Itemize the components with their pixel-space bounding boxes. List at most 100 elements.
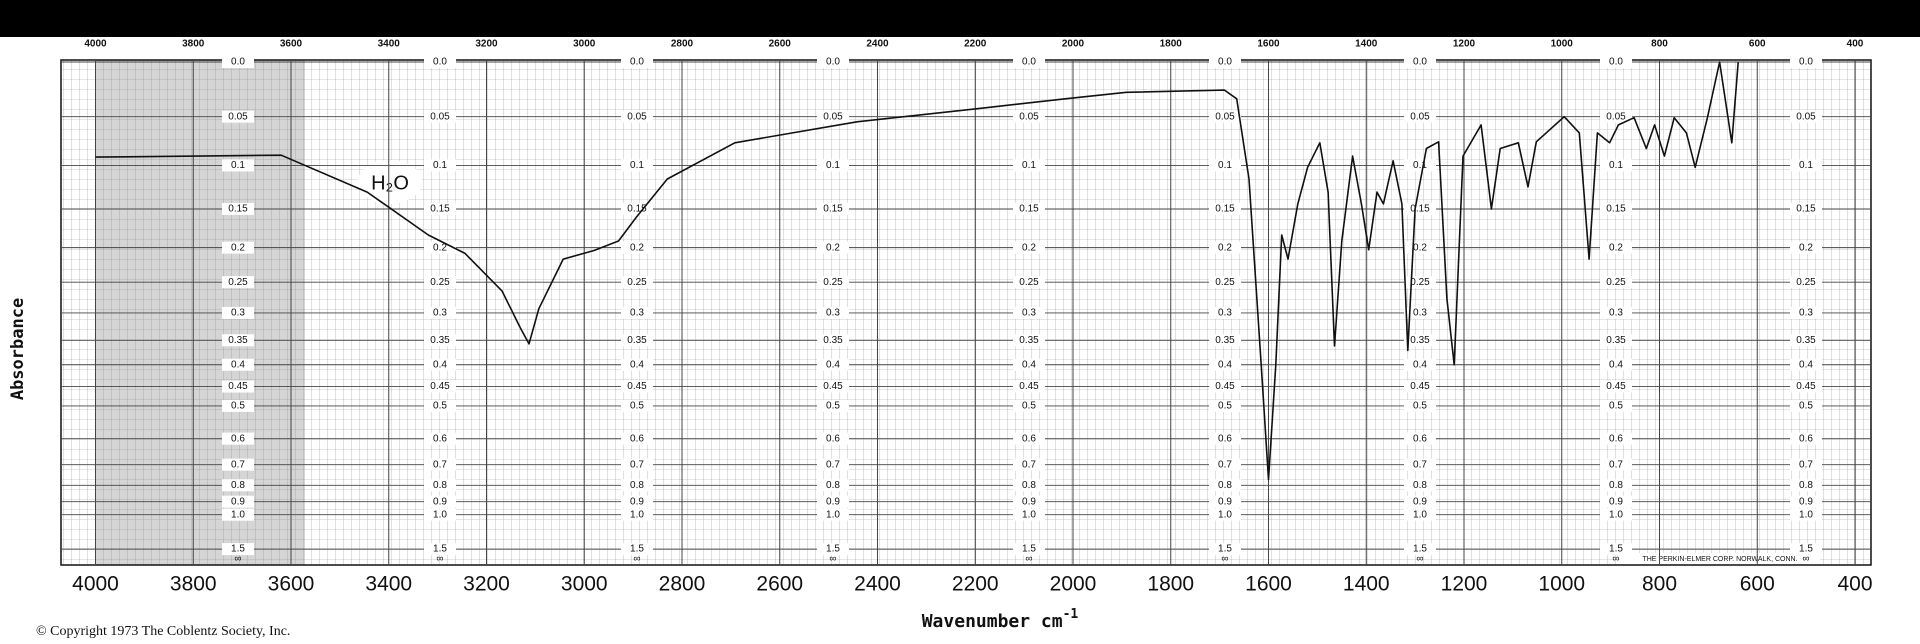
y-tick-label: 0.3 (433, 308, 447, 319)
y-label-bg (1209, 110, 1241, 123)
y-tick-label: 0.25 (430, 277, 450, 288)
x-tick-label: 400 (1837, 573, 1872, 596)
y-label-bg (817, 479, 849, 492)
y-tick-label: 0.45 (228, 381, 248, 392)
y-tick-label: 0.8 (1022, 480, 1036, 491)
y-label-bg (1790, 334, 1822, 347)
y-tick-label: 1.5 (1218, 544, 1232, 555)
y-tick-label: 0.05 (1796, 111, 1816, 122)
y-label-bg (1600, 508, 1632, 521)
y-tick-label: 0.1 (1022, 160, 1036, 171)
y-label-bg (621, 380, 653, 393)
y-tick-label: 0.25 (1215, 277, 1235, 288)
y-tick-label: 0.3 (1218, 308, 1232, 319)
y-bottom-label: ∞ (1221, 554, 1228, 565)
y-tick-label: 0.05 (1215, 111, 1235, 122)
y-label-bg (1790, 380, 1822, 393)
y-label-bg (621, 276, 653, 289)
y-tick-label: 0.8 (1413, 480, 1427, 491)
top-tick-label: 3800 (182, 39, 205, 50)
y-tick-label: 0.8 (231, 480, 245, 491)
y-label-bg (1600, 358, 1632, 371)
y-tick-label: 0.15 (823, 204, 843, 215)
y-label-bg (1790, 495, 1822, 508)
y-tick-label: 0.25 (228, 277, 248, 288)
x-axis-label: Wavenumber cm-1 (922, 607, 1079, 633)
y-label-bg (1790, 458, 1822, 471)
top-tick-label: 1800 (1160, 39, 1183, 50)
y-tick-label: 1.5 (231, 544, 245, 555)
y-tick-label: 0.7 (1022, 459, 1036, 470)
y-label-bg (424, 399, 456, 412)
y-bottom-label: ∞ (633, 554, 640, 565)
y-label-bg (1404, 306, 1436, 319)
y-label-bg (424, 358, 456, 371)
y-label-bg (817, 334, 849, 347)
y-tick-label: 0.35 (823, 335, 843, 346)
y-label-bg (1404, 543, 1436, 556)
y-tick-label: 0.4 (231, 359, 245, 370)
y-label-bg (222, 508, 254, 521)
y-tick-label: 0.3 (630, 308, 644, 319)
y-tick-label: 0.7 (231, 459, 245, 470)
y-label-bg (621, 241, 653, 254)
y-label-bg (222, 241, 254, 254)
y-label-bg (1209, 306, 1241, 319)
y-tick-label: 0.45 (1606, 381, 1626, 392)
y-label-bg (1013, 399, 1045, 412)
y-tick-label: 0.05 (823, 111, 843, 122)
y-label-bg (222, 276, 254, 289)
y-label-bg (1013, 276, 1045, 289)
y-label-bg (424, 479, 456, 492)
y-label-bg (1600, 495, 1632, 508)
y-label-bg (817, 380, 849, 393)
y-label-bg (621, 358, 653, 371)
x-tick-label: 1800 (1147, 573, 1194, 596)
y-tick-label: 0.05 (627, 111, 647, 122)
y-label-bg (424, 110, 456, 123)
y-tick-label: 0.4 (1799, 359, 1813, 370)
y-label-bg (1209, 543, 1241, 556)
y-label-bg (1209, 399, 1241, 412)
y-label-bg (1013, 110, 1045, 123)
y-label-bg (1600, 56, 1632, 68)
top-tick-label: 600 (1749, 39, 1766, 50)
y-label-bg (1790, 508, 1822, 521)
y-tick-label: 0.15 (627, 204, 647, 215)
top-tick-label: 1600 (1257, 39, 1280, 50)
y-label-bg (1209, 358, 1241, 371)
y-label-bg (1790, 159, 1822, 172)
y-label-bg (222, 202, 254, 215)
x-tick-label: 4000 (72, 573, 119, 596)
x-tick-label: 1200 (1441, 573, 1488, 596)
y-label-bg (1600, 380, 1632, 393)
y-tick-label: 0.6 (1413, 433, 1427, 444)
y-tick-label: 0.35 (1410, 335, 1430, 346)
y-label-bg (817, 358, 849, 371)
y-tick-label: 1.0 (1609, 509, 1623, 520)
y-tick-label: 0.3 (1413, 308, 1427, 319)
y-label-bg (1600, 110, 1632, 123)
y-label-bg (222, 110, 254, 123)
y-label-bg (1013, 56, 1045, 68)
y-label-bg (817, 399, 849, 412)
top-tick-label: 400 (1847, 39, 1864, 50)
y-tick-label: 0.7 (1413, 459, 1427, 470)
y-label-bg (1013, 334, 1045, 347)
y-tick-label: 0.15 (1019, 204, 1039, 215)
top-tick-label: 1000 (1551, 39, 1574, 50)
y-tick-label: 0.7 (1218, 459, 1232, 470)
y-tick-label: 0.7 (826, 459, 840, 470)
y-tick-label: 1.0 (826, 509, 840, 520)
y-tick-label: 0.1 (433, 160, 447, 171)
y-tick-label: 0.15 (1796, 204, 1816, 215)
y-bottom-label: ∞ (1612, 554, 1619, 565)
y-label-bg (1600, 241, 1632, 254)
top-band (0, 0, 1920, 37)
y-label-bg (1790, 110, 1822, 123)
y-tick-label: 0.0 (433, 57, 447, 68)
y-tick-label: 0.5 (1799, 401, 1813, 412)
top-tick-label: 3000 (573, 39, 596, 50)
y-label-bg (621, 56, 653, 68)
y-tick-label: 0.7 (1609, 459, 1623, 470)
